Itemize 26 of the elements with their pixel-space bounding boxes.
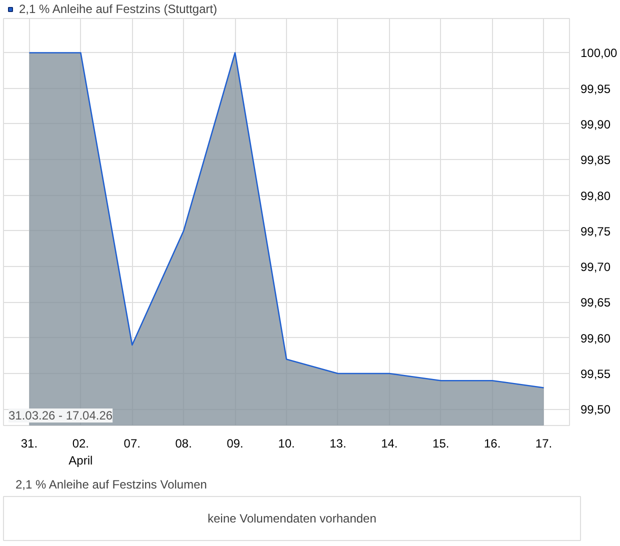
x-tick-label: 14. xyxy=(381,436,398,450)
y-tick-label: 99,50 xyxy=(580,402,611,417)
x-tick-label: 08. xyxy=(175,436,192,450)
y-tick-label: 99,80 xyxy=(580,188,611,203)
x-tick-label: 16. xyxy=(484,436,501,450)
y-tick-label: 100,00 xyxy=(580,46,618,60)
annotation: 31.03.26 - 17.04.26 xyxy=(8,408,113,422)
y-tick-label: 99,65 xyxy=(580,296,611,310)
x-tick-label: 17. xyxy=(535,436,552,450)
y-tick-label: 99,70 xyxy=(580,260,611,274)
x-tick-label: 13. xyxy=(330,436,346,450)
y-tick-label: 99,90 xyxy=(580,117,611,132)
x-tick-label: 02. April xyxy=(68,436,93,468)
y-tick-label: 99,60 xyxy=(580,331,611,346)
text: 2,1 % Anleihe auf Festzins Volumen xyxy=(16,478,207,492)
x-tick-label: 09. xyxy=(226,436,244,450)
y-tick-label: 99,55 xyxy=(580,366,611,381)
y-tick-label: 99,85 xyxy=(580,153,611,168)
y-tick-label: 99,75 xyxy=(580,224,611,238)
x-tick-label: 31. xyxy=(20,436,38,450)
x-tick-label: 07. xyxy=(124,436,140,450)
x-tick-label: 10. xyxy=(278,436,295,450)
legend-label: 2,1 % Anleihe auf Festzins (Stuttgart) xyxy=(19,2,218,16)
x-tick-label: 15. xyxy=(432,436,450,450)
text: keine Volumendaten vorhanden xyxy=(208,512,376,526)
y-tick-label: 99,95 xyxy=(580,82,611,96)
